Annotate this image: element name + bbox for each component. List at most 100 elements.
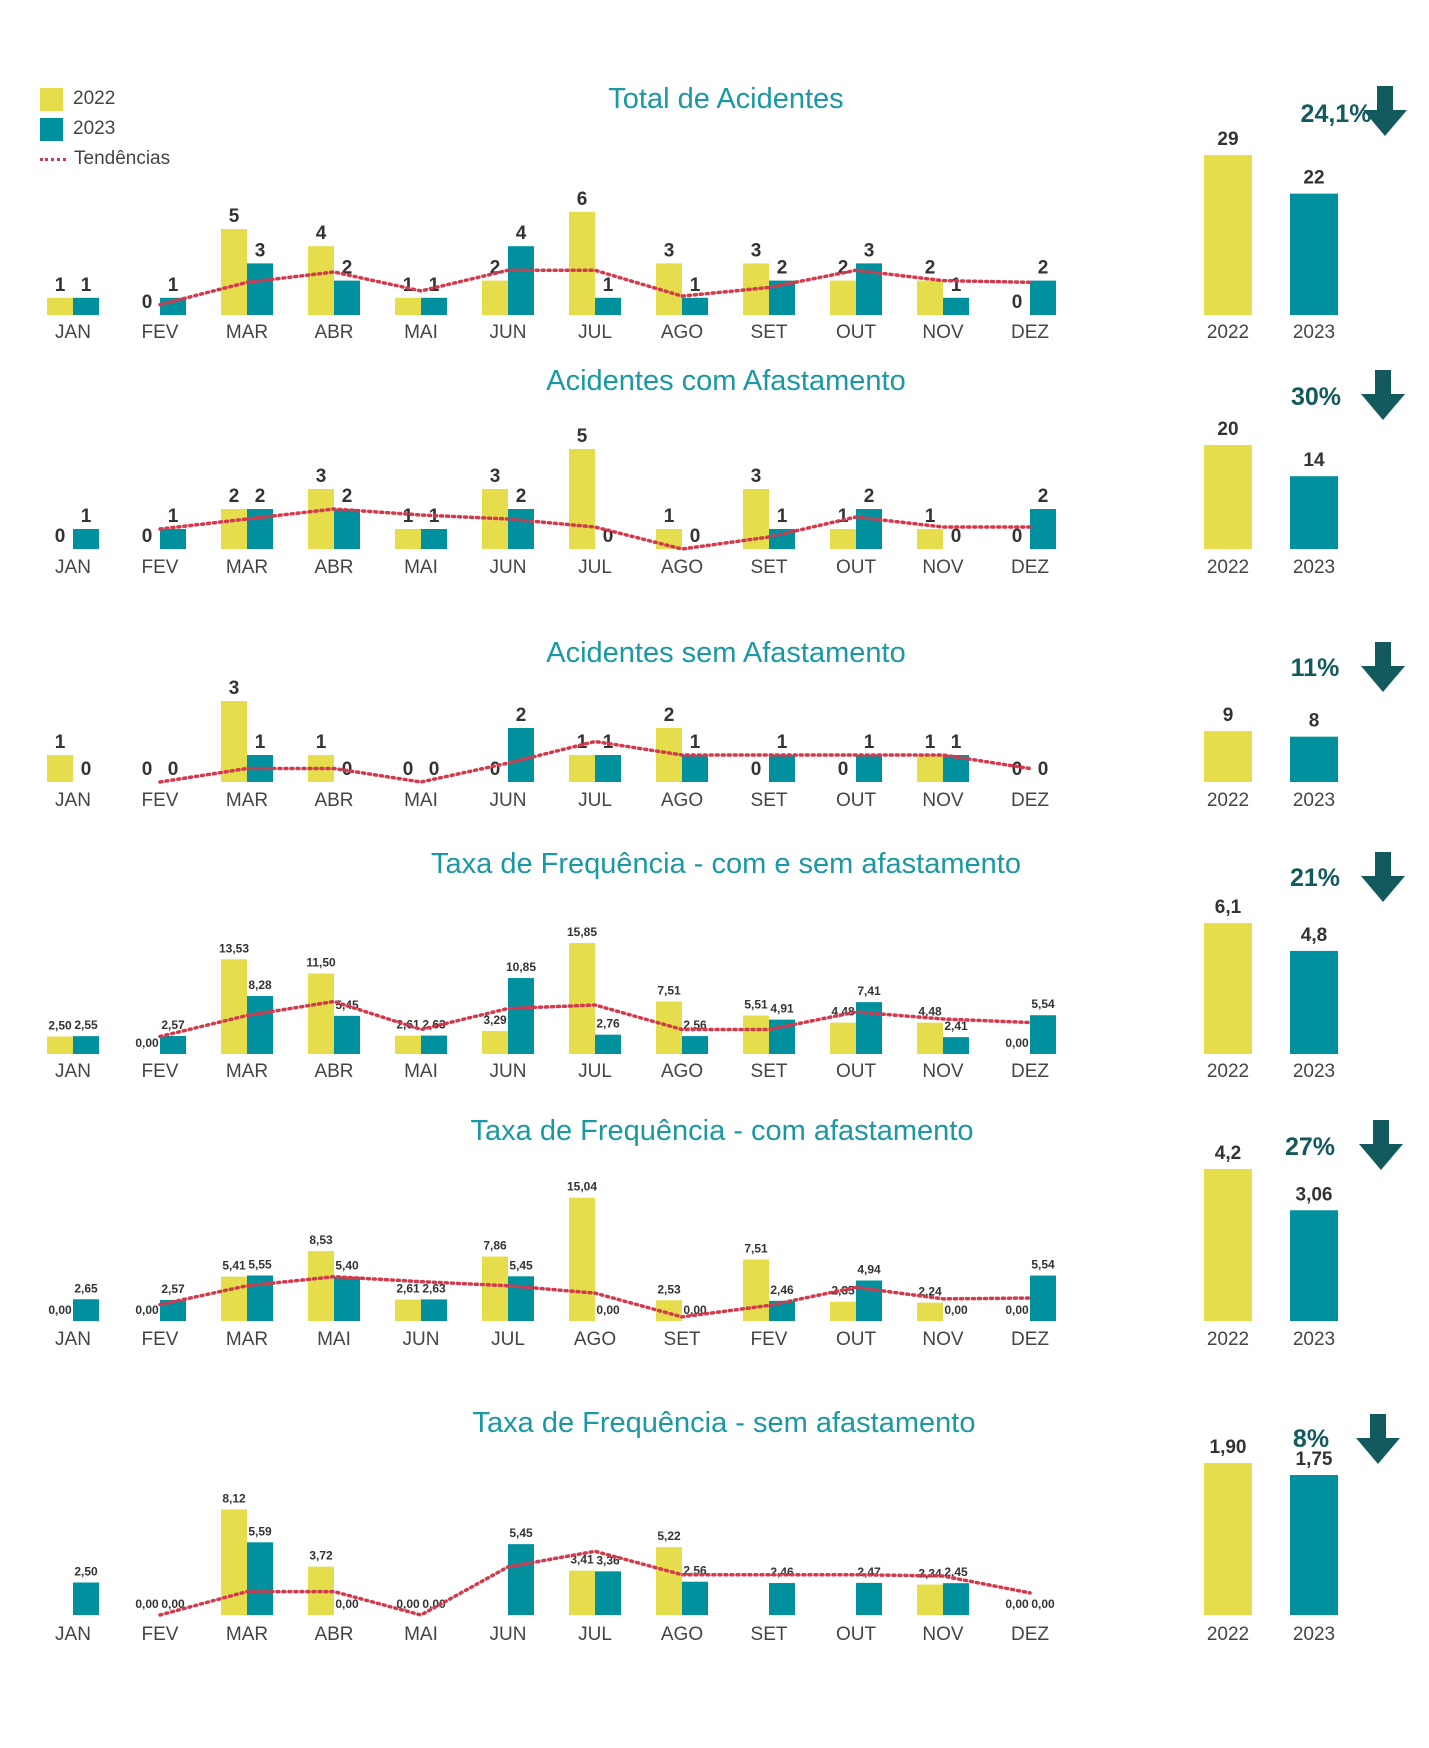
- chart-1-bar-2022-out: [830, 280, 856, 315]
- chart-6-label-2023-jan: 2,50: [74, 1565, 98, 1579]
- chart-5-bar-2022-jul: [482, 1256, 508, 1321]
- chart-4-label-2022-dez: 0,00: [1005, 1036, 1029, 1050]
- chart-2-label-2023-jul: 0: [603, 526, 614, 547]
- chart-1-label-2022-ago: 3: [664, 240, 675, 261]
- chart-5-tick-out: OUT: [836, 1329, 877, 1350]
- chart-5-label-2023-fev: 2,57: [161, 1282, 185, 1296]
- chart-3-label-2022-jun: 0: [490, 759, 501, 780]
- chart-2-tick-mar: MAR: [226, 557, 268, 578]
- chart-2-label-2023-out: 2: [864, 486, 875, 507]
- chart-1-label-2023-nov: 1: [951, 275, 962, 296]
- chart-6-bar-2023-jul: [595, 1571, 621, 1615]
- chart-1-total-bar-2023: [1290, 193, 1338, 315]
- chart-3-label-2023-set: 1: [777, 732, 788, 753]
- chart-1-bar-2022-jun: [482, 280, 508, 315]
- chart-4-bar-2023-mai: [421, 1035, 447, 1054]
- chart-5-label-2022-jan: 0,00: [48, 1303, 72, 1317]
- chart-3-title: Acidentes sem Afastamento: [546, 637, 905, 669]
- legend-item-2023: 2023: [40, 114, 170, 144]
- chart-3-tick-abr: ABR: [314, 790, 353, 811]
- chart-1-tick-jan: JAN: [55, 322, 91, 343]
- chart-2-bar-2023-out: [856, 509, 882, 549]
- chart-2-tick-ago: AGO: [661, 557, 703, 578]
- chart-1-label-2023-jul: 1: [603, 275, 614, 296]
- chart-3-bar-2022-nov: [917, 755, 943, 782]
- chart-4-bar-2022-mar: [221, 959, 247, 1054]
- chart-1-bar-2022-jul: [569, 211, 595, 315]
- chart-6-label-2023-set: 2,46: [770, 1565, 794, 1579]
- chart-3-label-2023-dez: 0: [1038, 759, 1049, 780]
- chart-2-tick-nov: NOV: [922, 557, 964, 578]
- chart-4-bar-2022-jul: [569, 943, 595, 1054]
- chart-4-tick-mar: MAR: [226, 1061, 268, 1082]
- chart-5-total-tick-2022: 2022: [1207, 1329, 1249, 1350]
- chart-1-label-2022-jul: 6: [577, 189, 588, 210]
- chart-3-tick-dez: DEZ: [1011, 790, 1049, 811]
- chart-6-down-arrow-icon: [1356, 1414, 1400, 1464]
- chart-5-tick-mar: MAR: [226, 1329, 268, 1350]
- chart-6-tick-fev: FEV: [142, 1624, 179, 1645]
- chart-4-tick-dez: DEZ: [1011, 1061, 1049, 1082]
- chart-6-total-bar-2022: [1204, 1463, 1252, 1615]
- chart-4-tick-out: OUT: [836, 1061, 877, 1082]
- chart-4-label-2023-nov: 2,41: [944, 1019, 968, 1033]
- chart-3-total-tick-2022: 2022: [1207, 790, 1249, 811]
- chart-1-label-2023-abr: 2: [342, 258, 353, 279]
- chart-3-bar-2022-jul: [569, 755, 595, 782]
- chart-2-label-2022-ago: 1: [664, 506, 675, 527]
- chart-5-label-2022-fev: 0,00: [135, 1303, 159, 1317]
- chart-1-total-label-2022: 29: [1217, 129, 1238, 150]
- chart-4-label-2023-set: 4,91: [770, 1002, 794, 1016]
- chart-5-bar-2023-mai: [334, 1276, 360, 1321]
- chart-3-tick-nov: NOV: [922, 790, 964, 811]
- chart-5-label-2022-dez: 0,00: [1005, 1303, 1029, 1317]
- chart-1-tick-mai: MAI: [404, 322, 438, 343]
- chart-6-label-2022-mar: 8,12: [222, 1491, 246, 1505]
- chart-1-total-bar-2022: [1204, 155, 1252, 315]
- chart-2-label-2022-out: 1: [838, 506, 849, 527]
- chart-1-tick-dez: DEZ: [1011, 322, 1049, 343]
- chart-4-label-2022-jan: 2,50: [48, 1019, 72, 1033]
- chart-3-bar-2023-ago: [682, 755, 708, 782]
- chart-6-total-tick-2022: 2022: [1207, 1624, 1249, 1645]
- chart-1-tick-ago: AGO: [661, 322, 703, 343]
- chart-5-label-2022-ago: 15,04: [567, 1180, 597, 1194]
- chart-4-bar-2022-jan: [47, 1036, 73, 1054]
- chart-4-bar-2023-jan: [73, 1036, 99, 1054]
- chart-5-bar-2023-dez: [1030, 1275, 1056, 1321]
- chart-1-bar-2023-mai: [421, 297, 447, 315]
- chart-6-label-2022-abr: 3,72: [309, 1549, 333, 1563]
- chart-1-label-2023-mar: 3: [255, 240, 266, 261]
- chart-3-label-2023-fev: 0: [168, 759, 179, 780]
- chart-2-total-tick-2023: 2023: [1293, 557, 1335, 578]
- chart-1-label-2022-mai: 1: [403, 275, 414, 296]
- chart-3-label-2022-nov: 1: [925, 732, 936, 753]
- chart-4-bar-2023-abr: [334, 1015, 360, 1054]
- chart-4-label-2023-fev: 2,57: [161, 1018, 185, 1032]
- chart-4-label-2023-out: 7,41: [857, 984, 881, 998]
- chart-6-tick-mar: MAR: [226, 1624, 268, 1645]
- chart-1-label-2023-jun: 4: [516, 223, 527, 244]
- legend-item-2022: 2022: [40, 84, 170, 114]
- chart-4-tick-jul: JUL: [578, 1061, 612, 1082]
- chart-6-bar-2022-jul: [569, 1570, 595, 1615]
- chart-5-bar-2023-fev: [769, 1300, 795, 1321]
- legend-swatch-2023: [40, 117, 63, 141]
- chart-6-label-2023-fev: 0,00: [161, 1597, 185, 1611]
- chart-2-label-2023-jun: 2: [516, 486, 527, 507]
- chart-4-total-bar-2023: [1290, 950, 1338, 1054]
- chart-3-tick-mai: MAI: [404, 790, 438, 811]
- chart-3-label-2023-mai: 0: [429, 759, 440, 780]
- chart-4-tick-nov: NOV: [922, 1061, 964, 1082]
- chart-5-tick-jul: JUL: [491, 1329, 525, 1350]
- chart-4-bar-2023-nov: [943, 1037, 969, 1054]
- chart-2-trend-line: [158, 507, 1032, 551]
- chart-4-bar-2022-out: [830, 1022, 856, 1054]
- chart-2-label-2023-ago: 0: [690, 526, 701, 547]
- chart-3-bar-2022-ago: [656, 728, 682, 782]
- chart-4-bar-2022-mai: [395, 1035, 421, 1054]
- chart-3-label-2022-jan: 1: [55, 732, 66, 753]
- chart-6-label-2022-ago: 5,22: [657, 1529, 681, 1543]
- chart-6-label-2023-mai: 0,00: [422, 1597, 446, 1611]
